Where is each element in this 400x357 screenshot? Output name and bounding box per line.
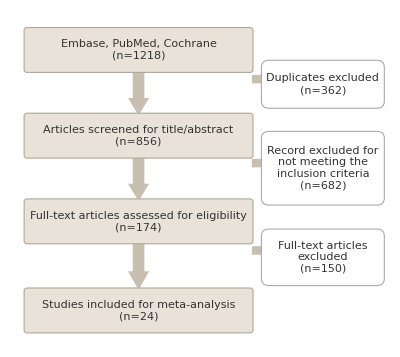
FancyBboxPatch shape <box>262 229 384 286</box>
Polygon shape <box>252 155 271 171</box>
Text: Record excluded for
not meeting the
inclusion criteria
(n=682): Record excluded for not meeting the incl… <box>267 146 378 191</box>
Polygon shape <box>252 243 271 258</box>
Polygon shape <box>128 70 149 115</box>
Polygon shape <box>128 155 149 201</box>
FancyBboxPatch shape <box>262 131 384 205</box>
Polygon shape <box>128 241 149 290</box>
FancyBboxPatch shape <box>262 60 384 108</box>
Polygon shape <box>252 71 271 87</box>
Text: Duplicates excluded
(n=362): Duplicates excluded (n=362) <box>266 74 379 95</box>
FancyBboxPatch shape <box>24 288 253 333</box>
Text: Full-text articles assessed for eligibility
(n=174): Full-text articles assessed for eligibil… <box>30 211 247 232</box>
Text: Studies included for meta-analysis
(n=24): Studies included for meta-analysis (n=24… <box>42 300 235 321</box>
Text: Full-text articles
excluded
(n=150): Full-text articles excluded (n=150) <box>278 241 368 274</box>
FancyBboxPatch shape <box>24 199 253 244</box>
Text: Embase, PubMed, Cochrane
(n=1218): Embase, PubMed, Cochrane (n=1218) <box>61 39 216 61</box>
Text: Articles screened for title/abstract
(n=856): Articles screened for title/abstract (n=… <box>44 125 234 146</box>
FancyBboxPatch shape <box>24 27 253 72</box>
FancyBboxPatch shape <box>24 113 253 158</box>
